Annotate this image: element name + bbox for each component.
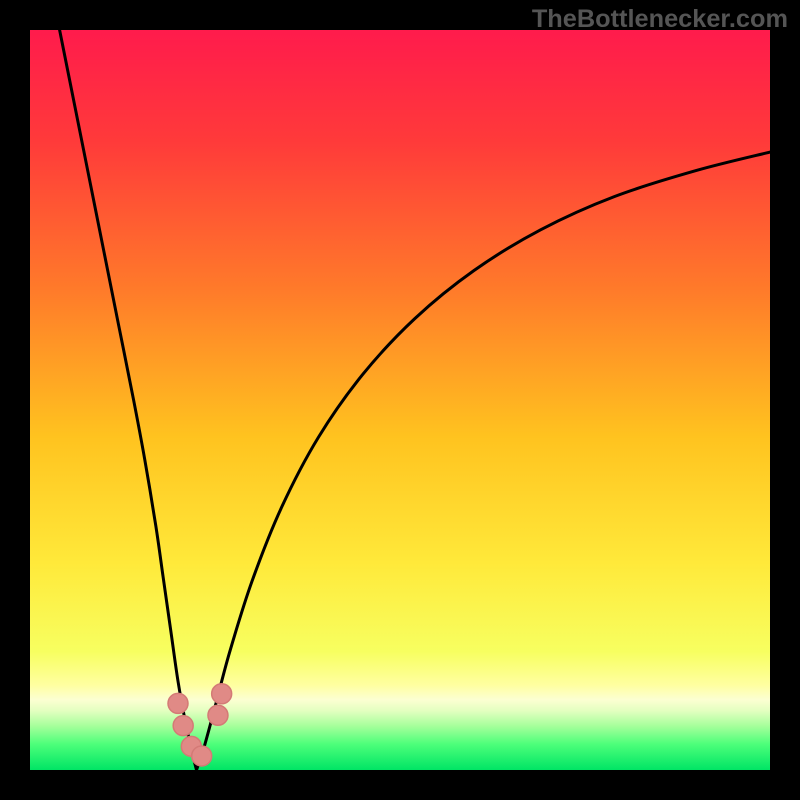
gradient-background <box>30 30 770 770</box>
bottleneck-chart <box>30 30 770 770</box>
marker-point <box>212 684 232 704</box>
watermark-label: TheBottlenecker.com <box>532 5 788 34</box>
marker-point <box>208 705 228 725</box>
figure-frame: TheBottlenecker.com <box>0 0 800 800</box>
plot-area <box>30 30 770 770</box>
marker-point <box>173 716 193 736</box>
marker-point <box>168 693 188 713</box>
marker-point <box>192 746 212 766</box>
